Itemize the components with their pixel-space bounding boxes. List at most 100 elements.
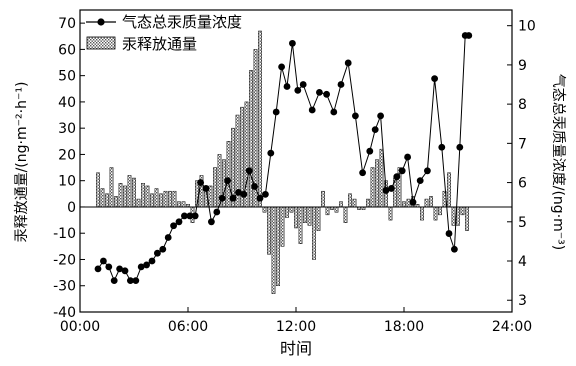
concentration-point <box>262 190 269 198</box>
flux-bar <box>244 101 249 208</box>
concentration-point <box>272 108 280 116</box>
flux-bar <box>150 193 154 208</box>
concentration-point <box>121 267 129 275</box>
concentration-point <box>202 185 210 192</box>
x-axis-label: 时间 <box>280 339 312 358</box>
flux-bar <box>465 206 469 231</box>
x-axis: 00:00 06:00 12:00 18:00 24:00 <box>60 307 532 335</box>
right-axis-tick-label: 9 <box>518 58 527 74</box>
concentration-point <box>159 245 167 253</box>
flux-bar <box>172 190 177 208</box>
flux-bar <box>375 159 379 208</box>
concentration-point <box>126 277 134 285</box>
concentration-point <box>431 75 438 83</box>
flux-bar <box>159 193 163 208</box>
flux-bar <box>307 206 312 226</box>
concentration-point <box>116 265 123 273</box>
left-axis-tick-label: 0 <box>67 200 76 216</box>
right-axis-tick-label: 3 <box>518 293 527 309</box>
concentration-point <box>382 187 390 194</box>
concentration-point <box>352 112 359 120</box>
flux-bar <box>420 206 424 221</box>
flux-bar <box>96 172 100 208</box>
flux-bar <box>334 206 339 213</box>
x-axis-tick-label: 00:00 <box>60 319 100 335</box>
flux-bar <box>312 206 316 260</box>
left-axis-tick-label: 60 <box>58 42 76 58</box>
legend-bar-label: 汞释放通量 <box>122 35 197 53</box>
flux-bar <box>370 167 375 208</box>
flux-bar <box>343 206 348 223</box>
legend-dot-marker <box>97 18 105 26</box>
concentration-point <box>170 222 178 230</box>
concentration-point <box>240 190 248 198</box>
concentration-point <box>416 177 424 185</box>
flux-bar <box>429 196 433 208</box>
concentration-point <box>316 88 323 96</box>
concentration-point <box>186 212 194 220</box>
flux-bar <box>154 188 159 208</box>
concentration-point <box>438 143 446 151</box>
concentration-point <box>294 87 302 94</box>
right-axis-tick-label: 10 <box>518 19 536 35</box>
flux-bar <box>226 141 231 208</box>
flux-bar <box>145 185 150 208</box>
concentration-point <box>197 179 205 186</box>
concentration-point <box>148 257 156 265</box>
flux-bar <box>141 183 145 208</box>
concentration-point <box>445 230 453 237</box>
concentration-point <box>424 167 431 175</box>
left-axis-tick-label: -20 <box>53 252 76 268</box>
concentration-point <box>366 147 374 155</box>
left-axis-tick-label: 10 <box>58 174 76 190</box>
flux-bar <box>213 167 217 208</box>
concentration-point <box>465 32 473 39</box>
flux-bar <box>114 196 118 208</box>
flux-bar <box>168 190 172 208</box>
concentration-point <box>143 261 151 269</box>
flux-bar <box>388 206 393 221</box>
flux-bar <box>352 198 357 208</box>
concentration-point <box>283 83 291 90</box>
left-axis-label: 汞释放通量/(ng·m⁻²·h⁻¹) <box>14 82 30 243</box>
concentration-point <box>164 234 172 241</box>
concentration-point <box>218 194 226 202</box>
concentration-point <box>393 173 401 181</box>
concentration-point <box>105 263 113 271</box>
flux-bar <box>127 175 132 208</box>
flux-bar <box>123 185 127 208</box>
concentration-point <box>337 81 345 88</box>
flux-bar <box>402 201 406 208</box>
legend-bar-marker <box>86 36 116 50</box>
flux-bar <box>460 206 465 216</box>
concentration-series <box>94 32 473 285</box>
concentration-point <box>110 277 118 285</box>
flux-bar <box>289 206 294 213</box>
concentration-point <box>208 218 215 226</box>
concentration-point <box>175 218 183 226</box>
left-axis-tick-label: 50 <box>58 69 76 85</box>
concentration-point <box>191 212 199 220</box>
flux-bar <box>267 206 271 255</box>
flux-bar <box>424 198 429 208</box>
flux-bar <box>109 167 114 208</box>
concentration-point <box>344 59 352 67</box>
concentration-point <box>404 153 411 161</box>
concentration-point <box>289 39 296 47</box>
right-axis-label: 气态总汞质量浓度/(ng·m⁻³) <box>550 74 566 251</box>
x-axis-tick-label: 18:00 <box>384 319 424 335</box>
left-axis-tick-label: -40 <box>53 305 76 321</box>
concentration-point <box>154 249 161 257</box>
concentration-point <box>299 81 307 88</box>
flux-bar <box>325 206 330 216</box>
flux-bar <box>451 206 456 226</box>
flux-bar <box>262 206 267 213</box>
right-axis-tick-label: 6 <box>518 176 527 192</box>
flux-bar <box>163 190 168 208</box>
right-axis-tick-label: 4 <box>518 254 527 270</box>
concentration-point <box>94 265 102 273</box>
flux-bar <box>438 206 442 216</box>
left-axis-tick-label: 30 <box>58 121 76 137</box>
right-axis-tick-label: 5 <box>518 215 527 231</box>
legend-line-label: 气态总汞质量浓度 <box>122 13 242 31</box>
